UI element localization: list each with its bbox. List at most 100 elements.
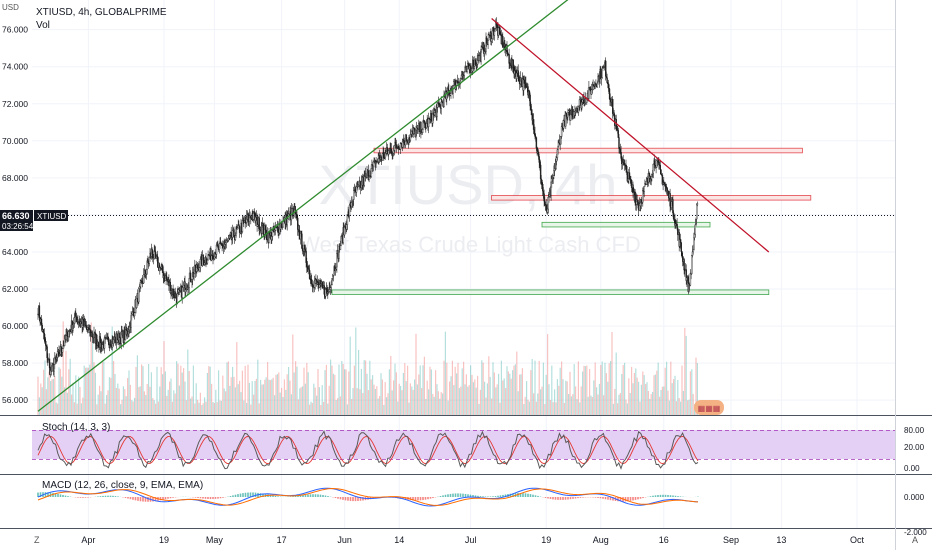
macd-histogram-bar [314,494,317,497]
macd-histogram-bar [64,495,67,497]
volume-bar [174,393,176,415]
macd-histogram-bar [642,497,644,499]
volume-bar [192,365,194,415]
candle-body [198,267,201,272]
volume-bar [484,381,486,415]
macd-histogram-bar [479,496,482,497]
trend-lines[interactable] [37,0,770,412]
volume-bar [576,399,578,415]
volume-bar [664,367,666,415]
volume-bar [185,400,187,415]
macd-histogram-bar [502,494,504,497]
candle-body [518,76,520,82]
volume-bar [493,372,495,415]
candle-body [101,344,104,350]
symbol-legend[interactable]: XTIUSD, 4h, GLOBALPRIME [36,7,167,18]
candle-body [685,269,687,281]
current-symbol-tag [34,210,68,221]
volume-bar [183,368,185,415]
candle-body [311,279,313,285]
volume-bar [642,371,644,415]
macd-histogram-bar [532,494,534,497]
macd-histogram-bar [162,497,164,500]
candle-body [436,107,438,118]
volume-bar [586,365,588,415]
volume-bar [517,391,519,415]
time-axis[interactable]: Apr 19 May 17 Jun 14 Jul 19 Aug 16 Sep 13 Oct [81,535,864,545]
candle-body [473,66,475,69]
candle-body [127,331,130,334]
macd-histogram-bar [309,494,312,497]
candle-body [224,242,227,245]
macd-histogram-bar [317,494,319,497]
macd-histogram-bar [297,495,299,497]
macd-histogram-bar [604,497,607,500]
volume-bar [485,397,487,415]
candle-body [271,230,274,237]
candle-body [321,281,323,286]
volume-bar [167,389,169,415]
macd-histogram-bar [57,493,59,497]
volume-bar [593,380,595,415]
macd-histogram-bar [494,496,497,497]
macd-histogram-bar [652,495,654,497]
volume-bar [104,403,106,415]
volume-bar [391,390,393,415]
volume-bar [72,382,74,415]
flags-badge[interactable] [694,400,724,415]
candle-body [334,268,337,272]
candle-body [551,178,553,183]
macd-histogram-bar [519,492,522,497]
volume-bar [671,383,673,415]
volume-bar [159,386,161,415]
volume-bar [334,374,336,415]
corner-right-button[interactable]: A [912,535,918,545]
volume-bar [131,400,133,415]
volume-bar [121,399,123,415]
macd-histogram-bar [277,496,279,497]
macd-histogram-bar [327,496,329,497]
candle-body [304,249,307,252]
macd-histogram-bar [679,496,682,497]
candle-body [68,331,70,337]
volume-bar [286,374,288,415]
volume-bar [276,374,278,415]
corner-left-button[interactable]: Z [34,535,40,545]
macd-histogram-bar [54,493,57,497]
volume-bar [377,398,379,415]
volume-bar [565,380,567,415]
macd-legend[interactable]: MACD (12, 26, close, 9, EMA, EMA) [42,480,203,491]
volume-bar [267,362,269,415]
volume-bar [198,402,200,415]
candle-body [53,364,55,372]
macd-histogram-bar [269,495,272,497]
stoch-legend[interactable]: Stoch (14, 3, 3) [42,422,110,433]
volume-bar [52,378,54,415]
volume-bar [327,403,329,415]
candle-body [434,110,436,113]
price-axis[interactable]: 76.00074.00072.00070.00068.00066.00064.0… [2,25,28,406]
volume-bar [656,370,658,415]
candle-body [625,164,627,167]
macd-histogram-bar [82,497,84,498]
candle-body [689,273,692,286]
volume-bar [369,360,371,415]
macd-histogram-bar [349,497,352,501]
macd-histogram-bar [247,492,249,497]
volume-bar [505,388,507,415]
volume-bar [682,391,684,415]
horizontal-zones[interactable] [331,147,812,295]
volume-bar [416,384,418,415]
volume-legend[interactable]: Vol [36,20,50,31]
volume-bar [226,362,228,415]
volume-bar [667,390,669,415]
candle-body [430,113,433,121]
candle-body [619,149,622,153]
volume-bar [321,385,323,415]
volume-bar [346,404,348,415]
volume-bar [381,379,383,415]
volume-bar [244,365,246,415]
candle-body [244,220,246,223]
candle-body [135,297,138,308]
